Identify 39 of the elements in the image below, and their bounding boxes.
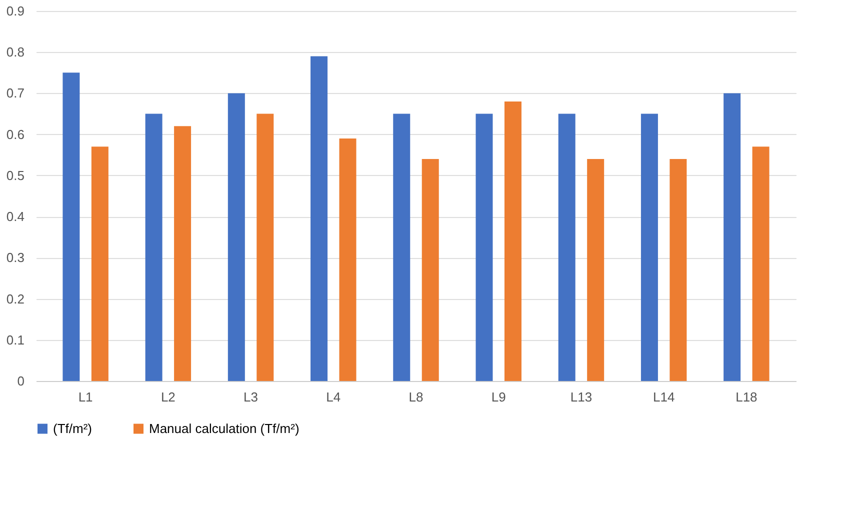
legend-label: (Tf/m²) bbox=[53, 420, 92, 436]
y-tick-label: 0.5 bbox=[6, 168, 24, 183]
bar bbox=[724, 93, 741, 381]
x-tick-label: L2 bbox=[160, 390, 176, 404]
bar bbox=[339, 138, 356, 381]
y-tick-label: 0.6 bbox=[6, 126, 24, 142]
x-tick-label: L4 bbox=[326, 390, 341, 404]
bar bbox=[640, 114, 658, 381]
legend-label: Manual calculation (Tf/m²) bbox=[149, 420, 300, 436]
x-tick-label: L14 bbox=[652, 390, 675, 404]
bar bbox=[504, 101, 522, 381]
bar bbox=[228, 93, 245, 381]
x-tick-label: L9 bbox=[491, 390, 506, 404]
bar bbox=[558, 114, 576, 381]
bar bbox=[393, 114, 410, 381]
y-tick-label: 0.1 bbox=[6, 332, 24, 348]
bar bbox=[752, 146, 770, 381]
bar bbox=[145, 114, 162, 381]
bar bbox=[256, 114, 274, 381]
bar bbox=[587, 159, 604, 381]
x-tick-label: L1 bbox=[78, 390, 93, 404]
y-tick-label: 0 bbox=[17, 374, 24, 388]
y-tick-label: 0.7 bbox=[6, 86, 24, 101]
bar bbox=[476, 114, 493, 381]
y-tick-label: 0.4 bbox=[6, 209, 24, 224]
y-tick-label: 0.9 bbox=[6, 4, 24, 18]
y-tick-label: 0.2 bbox=[6, 291, 24, 306]
x-tick-label: L18 bbox=[736, 390, 758, 404]
bar bbox=[62, 72, 80, 381]
bar bbox=[174, 126, 192, 381]
x-tick-label: L8 bbox=[408, 390, 424, 404]
bar bbox=[422, 159, 439, 381]
bar bbox=[670, 159, 687, 381]
y-tick-label: 0.8 bbox=[6, 44, 24, 60]
bar bbox=[310, 56, 328, 381]
bar bbox=[91, 146, 108, 381]
x-tick-label: L3 bbox=[244, 390, 258, 404]
y-tick-label: 0.3 bbox=[6, 250, 24, 266]
x-tick-label: L13 bbox=[570, 390, 592, 404]
